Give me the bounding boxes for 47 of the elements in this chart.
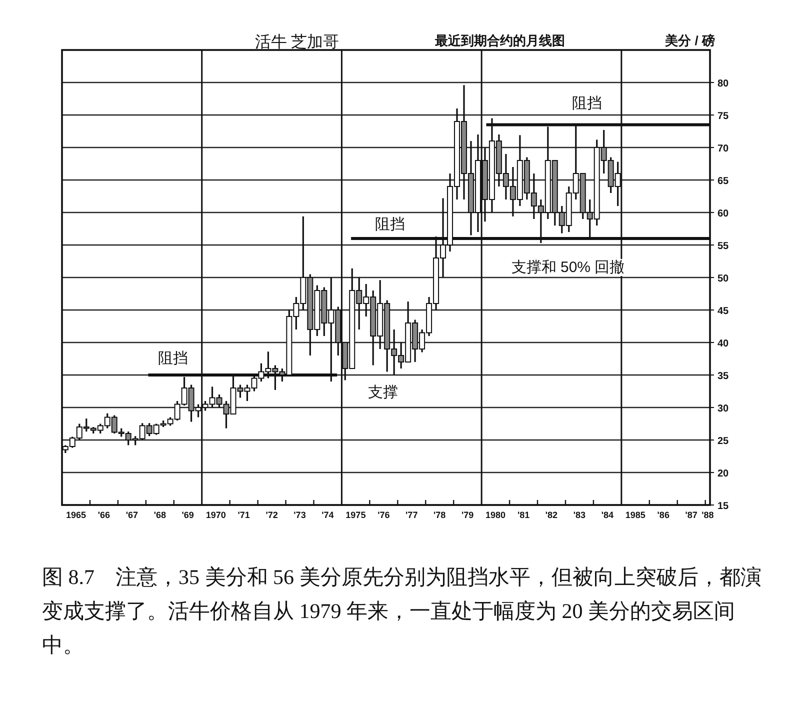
y-tick-label: 45	[717, 306, 729, 317]
x-tick-label: 1965	[66, 510, 86, 520]
y-tick-label: 25	[717, 436, 729, 447]
annotation: 阻挡	[375, 216, 405, 233]
x-tick-label: 1980	[486, 510, 506, 520]
y-tick-label: 75	[717, 111, 729, 122]
y-tick-label: 55	[717, 241, 729, 252]
x-tick-label: '87	[685, 510, 698, 520]
x-tick-label: '79	[462, 510, 474, 520]
x-tick-label: '66	[98, 510, 110, 520]
x-tick-label: '67	[126, 510, 138, 520]
x-tick-label: '83	[573, 510, 586, 520]
x-tick-label: '84	[601, 510, 614, 520]
x-tick-label: '81	[517, 510, 530, 520]
x-tick-label: '88	[702, 510, 714, 520]
caption: 图 8.7 注意，35 美分和 56 美分原先分别为阻挡水平，但被向上突破后，都演变成支撑了。活牛价格自从 1979 年来，一直处于幅度为 20 美分的交易区间中。	[42, 564, 762, 659]
y-tick-label: 60	[717, 208, 729, 220]
x-tick-label: '71	[238, 510, 250, 520]
y-axis-title: 美分 / 磅	[664, 33, 715, 48]
chart-subtitle: 最近到期合约的月线图	[434, 33, 565, 48]
y-tick-label: 40	[717, 338, 729, 350]
x-tick-label: 1985	[625, 510, 646, 520]
x-tick-label: '69	[182, 510, 194, 520]
annotation: 阻挡	[572, 95, 602, 112]
y-tick-label: 65	[717, 176, 729, 187]
x-tick-label: '74	[322, 510, 334, 520]
annotation: 阻挡	[158, 350, 188, 367]
y-tick-label: 70	[717, 144, 729, 154]
y-tick-label: 30	[717, 404, 729, 414]
x-tick-label: '68	[154, 510, 166, 520]
x-tick-label: '73	[294, 510, 306, 520]
x-tick-label: '78	[434, 510, 446, 520]
x-tick-label: 1970	[206, 510, 226, 520]
x-tick-label: '82	[545, 510, 558, 520]
annotation: 支撑和 50% 回撤	[511, 259, 625, 276]
x-tick-label: '72	[266, 510, 278, 520]
annotation: 支撑	[368, 384, 398, 401]
x-tick-label: '86	[657, 510, 670, 520]
x-tick-label: '77	[406, 510, 418, 520]
x-tick-label: 1975	[346, 510, 366, 520]
y-tick-label: 50	[717, 274, 729, 284]
y-tick-label: 80	[717, 78, 729, 90]
y-tick-label: 15	[717, 501, 729, 512]
y-tick-label: 35	[717, 371, 729, 382]
chart-title: 活牛 芝加哥	[254, 33, 340, 51]
x-tick-label: '76	[378, 510, 390, 520]
y-tick-label: 20	[717, 468, 729, 480]
